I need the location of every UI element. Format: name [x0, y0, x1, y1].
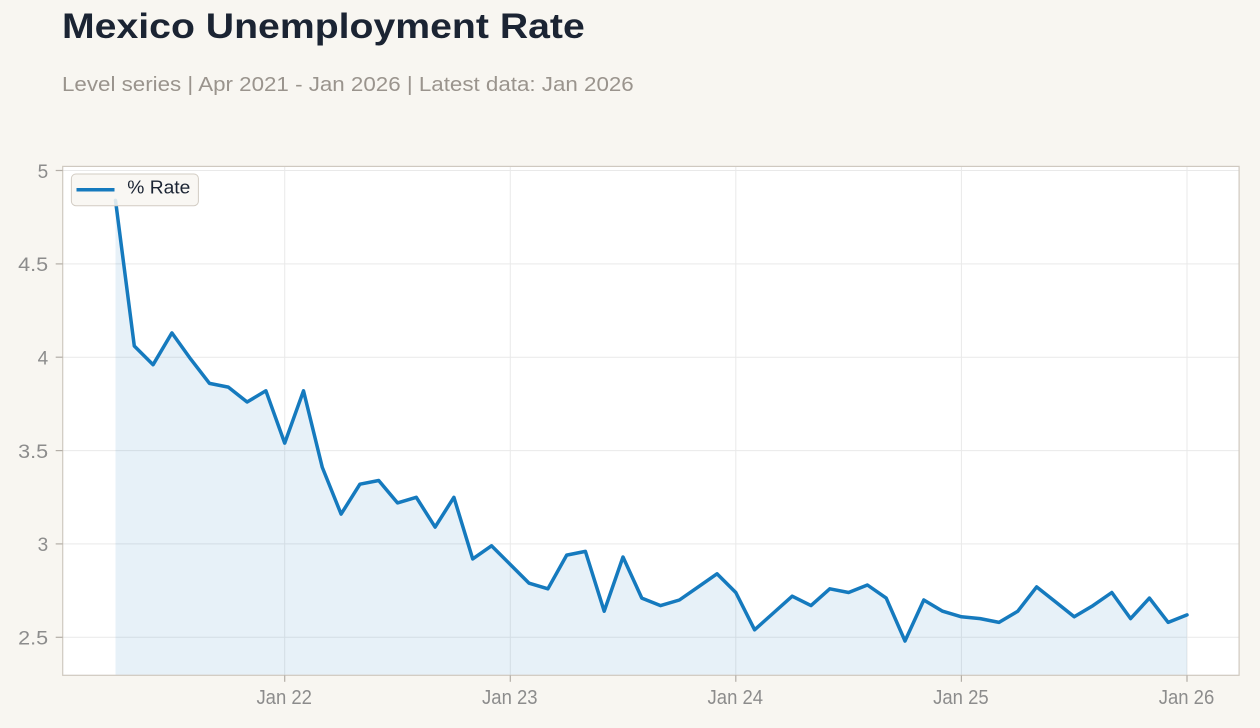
svg-text:3.5: 3.5	[18, 442, 48, 463]
svg-text:Jan 25: Jan 25	[933, 687, 989, 709]
svg-text:4: 4	[38, 349, 49, 370]
svg-text:3: 3	[38, 535, 49, 556]
svg-text:5: 5	[38, 162, 49, 183]
svg-text:% Rate: % Rate	[127, 178, 190, 198]
svg-text:Jan 22: Jan 22	[256, 687, 312, 709]
svg-text:2.5: 2.5	[18, 629, 48, 650]
svg-text:Jan 24: Jan 24	[708, 687, 764, 709]
svg-text:Jan 23: Jan 23	[482, 687, 538, 709]
svg-text:Jan 26: Jan 26	[1159, 687, 1215, 709]
svg-text:4.5: 4.5	[18, 255, 48, 276]
